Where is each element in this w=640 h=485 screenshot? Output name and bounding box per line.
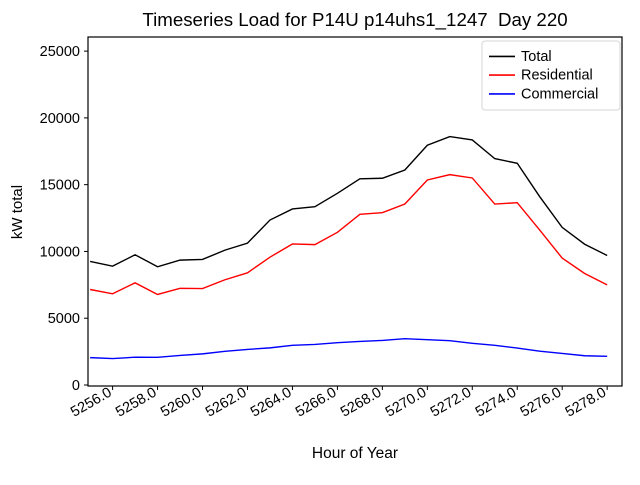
svg-text:Total: Total [521,49,552,65]
svg-text:5264.0: 5264.0 [248,385,294,421]
svg-text:0: 0 [72,378,80,394]
svg-text:25000: 25000 [40,44,80,60]
svg-text:5272.0: 5272.0 [428,385,474,421]
svg-text:20000: 20000 [40,111,80,127]
svg-text:5276.0: 5276.0 [518,385,564,421]
svg-text:15000: 15000 [40,178,80,194]
svg-text:5000: 5000 [48,311,80,327]
svg-text:5278.0: 5278.0 [563,385,609,421]
svg-text:5268.0: 5268.0 [338,385,384,421]
svg-text:5266.0: 5266.0 [293,385,339,421]
svg-text:5274.0: 5274.0 [473,385,519,421]
svg-text:5260.0: 5260.0 [158,385,204,421]
svg-text:10000: 10000 [40,244,80,260]
svg-text:5258.0: 5258.0 [113,385,159,421]
svg-text:Residential: Residential [521,68,593,84]
svg-text:5270.0: 5270.0 [383,385,429,421]
svg-text:Hour of Year: Hour of Year [312,445,398,462]
svg-text:Commercial: Commercial [521,87,598,103]
svg-text:5262.0: 5262.0 [203,385,249,421]
